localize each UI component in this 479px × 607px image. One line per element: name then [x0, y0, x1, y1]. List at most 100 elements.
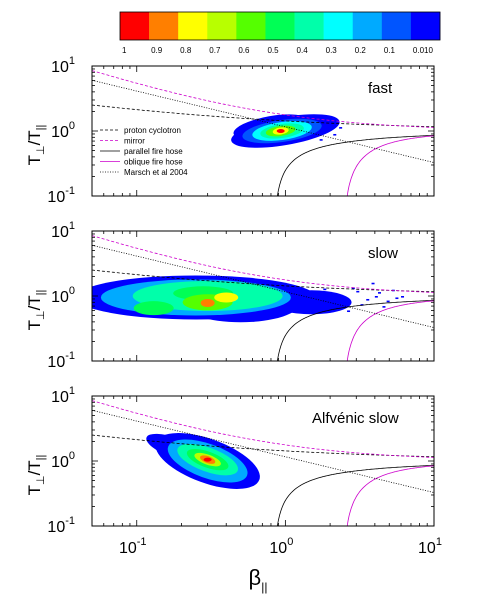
marsch-2004-curve — [92, 79, 434, 163]
legend-entry: mirror — [100, 137, 145, 146]
colorbar-tick-label: 1 — [122, 46, 127, 55]
density-point — [347, 310, 351, 313]
svg-text:β||: β|| — [249, 565, 268, 594]
density-point — [326, 129, 330, 132]
marsch-2004-curve — [92, 409, 434, 493]
x-tick-label: 100 — [269, 536, 293, 557]
y-tick-label: 10-1 — [47, 515, 75, 536]
colorbar-tick-label: 0.2 — [355, 46, 367, 55]
colorbar-tick-label: 0.6 — [238, 46, 250, 55]
y-tick-label: 100 — [51, 450, 75, 471]
density-point — [356, 290, 360, 293]
colorbar-tick-label: 0.1 — [384, 46, 396, 55]
plot-area — [92, 235, 434, 361]
density-point — [386, 300, 390, 303]
threshold-curves — [92, 70, 434, 196]
y-axis-label-panel-3: T⊥/T|| — [25, 455, 47, 496]
density-contour — [276, 129, 285, 133]
panel-title: fast — [368, 80, 393, 97]
legend-entry: proton cyclotron — [100, 126, 181, 135]
proton-cyclotron-curve — [92, 434, 434, 458]
oblique-fire-hose-curve — [346, 300, 434, 361]
colorbar-tick-label: 0.9 — [151, 46, 163, 55]
density-point — [366, 298, 370, 301]
colorbar-swatch — [236, 12, 266, 40]
density-point — [382, 306, 386, 308]
svg-text:T⊥/T||: T⊥/T|| — [25, 290, 47, 331]
parallel-fire-hose-curve — [276, 465, 434, 526]
colorbar-swatch — [149, 12, 179, 40]
y-tick-label: 101 — [51, 220, 75, 241]
threshold-curves — [92, 400, 434, 526]
axis-ticks — [91, 66, 435, 197]
density-contour — [203, 457, 212, 462]
legend-label: oblique fire hose — [124, 158, 183, 167]
mirror-curve — [92, 235, 434, 293]
colorbar-tick-label: 0.5 — [267, 46, 279, 55]
colorbar-tick-label: 0.010 — [413, 46, 434, 55]
colorbar-swatch — [178, 12, 208, 40]
svg-text:T⊥/T||: T⊥/T|| — [25, 125, 47, 166]
svg-text:T⊥/T||: T⊥/T|| — [25, 455, 47, 496]
panel-title: slow — [368, 245, 398, 262]
density-point — [336, 306, 340, 308]
legend-label: mirror — [124, 137, 145, 146]
axis-ticks — [91, 396, 435, 527]
x-tick-label: 101 — [418, 536, 442, 557]
plot-area — [92, 70, 434, 196]
oblique-fire-hose-curve — [346, 135, 434, 196]
x-axis-label: β|| — [249, 565, 268, 594]
density-contour — [200, 299, 215, 308]
colorbar-swatch — [323, 12, 354, 40]
proton-cyclotron-curve — [92, 104, 434, 128]
density-point — [319, 139, 323, 141]
marsch-2004-curve — [92, 244, 434, 328]
density-contour — [133, 301, 174, 316]
colorbar: 1 0.9 0.8 0.7 0.6 0.5 0.4 0.3 0.2 0.1 0.010 — [119, 11, 441, 55]
colorbar-tick-label: 0.7 — [209, 46, 221, 55]
legend-label: proton cyclotron — [124, 126, 181, 135]
plot-area — [92, 400, 434, 526]
density-point — [344, 300, 348, 303]
colorbar-swatch — [265, 12, 295, 40]
y-axis-label-panel-2: T⊥/T|| — [25, 290, 47, 331]
density-contour — [214, 292, 239, 303]
colorbar-swatch — [294, 12, 324, 40]
density-point — [339, 127, 343, 129]
mirror-curve — [92, 400, 434, 458]
y-tick-label: 10-1 — [47, 185, 75, 206]
density-map — [231, 114, 343, 148]
legend-label: parallel fire hose — [124, 147, 183, 156]
oblique-fire-hose-curve — [346, 465, 434, 526]
y-axis-label-panel-1: T⊥/T|| — [25, 125, 47, 166]
proton-cyclotron-curve — [92, 269, 434, 293]
axis-ticks — [91, 231, 435, 362]
density-point — [378, 292, 382, 294]
colorbar-tick-label: 0.3 — [326, 46, 338, 55]
threshold-curves — [92, 235, 434, 361]
density-point — [371, 282, 375, 285]
legend-entry: parallel fire hose — [100, 147, 183, 156]
colorbar-frame — [119, 11, 441, 41]
panel-title: Alfvénic slow — [312, 410, 399, 427]
density-point — [351, 287, 355, 290]
y-tick-label: 100 — [51, 285, 75, 306]
y-tick-label: 101 — [51, 385, 75, 406]
density-point — [315, 297, 319, 300]
legend-entry: oblique fire hose — [100, 158, 183, 167]
chart-panel: 10-1 100 101 Alfvénic slow — [47, 385, 435, 536]
parallel-fire-hose-curve — [276, 135, 434, 196]
panels: 10-1 100 101 fast 10-1 100 101 slow 10-1 100 101 Al… — [47, 55, 442, 557]
colorbar-swatch — [207, 12, 237, 40]
density-point — [395, 297, 399, 300]
density-point — [401, 296, 405, 298]
colorbar-swatch — [381, 12, 412, 40]
colorbar-swatch — [120, 12, 150, 40]
mirror-curve — [92, 70, 434, 128]
colorbar-tick-label: 0.4 — [297, 46, 309, 55]
chart-panel: 10-1 100 101 slow — [47, 220, 435, 371]
legend-label: Marsch et al 2004 — [124, 168, 188, 177]
density-map — [92, 275, 405, 323]
